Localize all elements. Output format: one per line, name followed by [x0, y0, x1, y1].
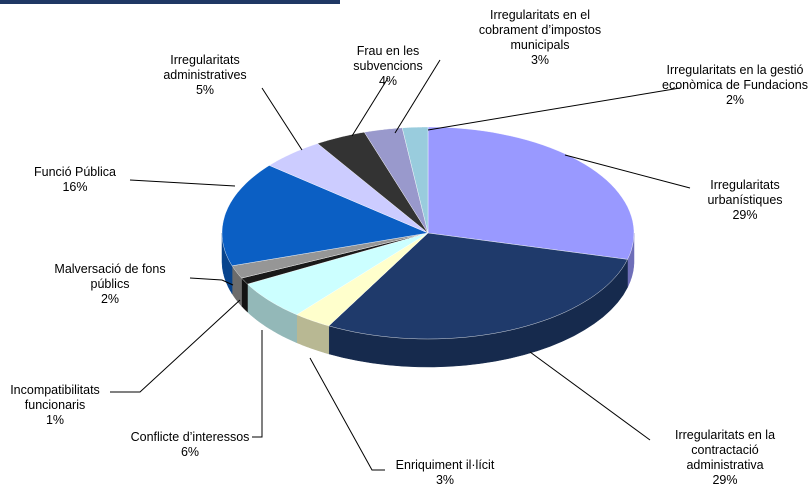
slice-value: 3% — [435, 473, 455, 487]
leader-line — [261, 87, 303, 151]
slice-value: 4% — [378, 74, 398, 88]
header-bar — [0, 0, 340, 4]
slice — [427, 126, 635, 260]
slice-label: Malversació de fons públics 2% — [35, 262, 185, 307]
leader-line — [427, 87, 681, 131]
leader-line — [394, 59, 441, 134]
leader-line — [351, 77, 389, 137]
slice-name: Irregularitats administratives — [163, 53, 247, 82]
slice-label: Funció Pública 16% — [15, 165, 135, 195]
slice-label: Frau en les subvencions 4% — [338, 44, 438, 89]
slice — [296, 232, 429, 327]
slice — [268, 143, 429, 234]
pie-tops — [221, 126, 635, 340]
leader-line — [110, 299, 241, 393]
slice-value: 29% — [712, 473, 738, 487]
slice-value: 3% — [530, 53, 550, 67]
slice-label: Irregularitats en la gestió econòmica de… — [650, 63, 811, 108]
leader-line — [529, 351, 651, 441]
slice-label: Conflicte d’interessos 6% — [100, 430, 280, 460]
slice-value: 1% — [45, 413, 65, 427]
pie-sides — [221, 233, 635, 368]
slice — [401, 126, 429, 234]
slice-name: Enriquiment il·lícit — [395, 458, 495, 472]
leader-line — [564, 154, 691, 189]
slice — [221, 165, 429, 267]
slice — [241, 232, 429, 285]
slice-value: 2% — [725, 93, 745, 107]
slice-name: Funció Pública — [34, 165, 116, 179]
slice-name: Frau en les subvencions — [353, 44, 423, 73]
slice — [328, 232, 628, 340]
slice-value: 5% — [195, 83, 215, 97]
slice-label: Enriquiment il·lícit 3% — [365, 458, 525, 488]
slice — [317, 131, 429, 234]
leader-line — [309, 357, 385, 471]
slice-name: Incompatibilitats funcionaris — [10, 383, 100, 412]
slice-value: 16% — [62, 180, 88, 194]
slice — [231, 232, 429, 279]
slice-name: Irregularitats urbanístiques — [707, 178, 783, 207]
leader-line — [129, 179, 236, 187]
slice-value: 6% — [180, 445, 200, 459]
slice-label: Incompatibilitats funcionaris 1% — [5, 383, 105, 428]
leader-line — [252, 330, 263, 438]
slice-label: Irregularitats urbanístiques 29% — [695, 178, 795, 223]
slice-name: Irregularitats en la contractació admini… — [674, 428, 776, 472]
slice-label: Irregularitats administratives 5% — [150, 53, 260, 98]
slice — [363, 127, 429, 234]
slice-value: 2% — [100, 292, 120, 306]
slice-name: Irregularitats en la gestió econòmica de… — [662, 63, 808, 92]
slice — [247, 232, 429, 315]
slice-name: Malversació de fons públics — [54, 262, 166, 291]
slice-name: Irregularitats en el cobrament d’imposto… — [478, 8, 602, 52]
slice-name: Conflicte d’interessos — [130, 430, 250, 444]
slice-value: 29% — [732, 208, 758, 222]
slice-label: Irregularitats en el cobrament d’imposto… — [460, 8, 620, 68]
slice-label: Irregularitats en la contractació admini… — [658, 428, 793, 488]
leader-line — [189, 277, 234, 286]
